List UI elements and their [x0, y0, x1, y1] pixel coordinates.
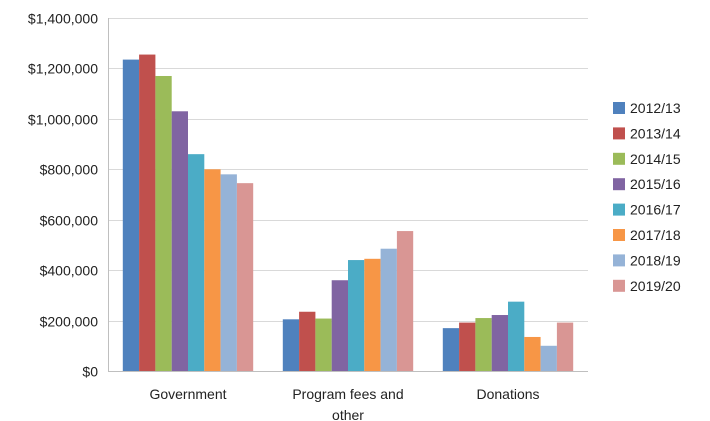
bar-2012-13-1 — [282, 319, 300, 371]
legend-label: 2014/15 — [630, 151, 681, 167]
bar-2014-15-2 — [475, 318, 492, 371]
bar-2012-13-0 — [122, 59, 140, 371]
legend-swatch — [613, 127, 625, 140]
legend-swatch — [613, 279, 625, 292]
y-tick-label: $1,000,000 — [28, 112, 98, 128]
legend-swatch — [613, 254, 625, 267]
category-label: Program fees and other — [292, 386, 403, 421]
legend-label: 2019/20 — [630, 278, 681, 294]
bar-2019-20-0 — [236, 183, 254, 371]
bar-2018-19-0 — [220, 174, 237, 371]
bar-2017-18-0 — [204, 169, 221, 371]
x-axis: Government Program fees and other Donations — [149, 386, 539, 421]
y-axis: $0 $200,000 $400,000 $600,000 $800,000 $1,000… — [28, 11, 109, 380]
legend-label: 2012/13 — [630, 100, 681, 116]
y-tick-label: $800,000 — [40, 162, 99, 178]
y-tick-label: $1,400,000 — [28, 11, 98, 27]
bars — [122, 54, 574, 372]
bar-2014-15-1 — [315, 318, 332, 371]
bar-2012-13-2 — [442, 328, 460, 371]
legend-label: 2016/17 — [630, 202, 681, 218]
y-tick-label: $600,000 — [40, 213, 99, 229]
legend-swatch — [613, 152, 625, 165]
legend-swatch — [613, 102, 625, 114]
bar-2018-19-1 — [380, 248, 397, 371]
y-tick-label: $200,000 — [40, 314, 99, 330]
legend-label: 2018/19 — [630, 252, 681, 268]
legend-label: 2015/16 — [630, 176, 681, 192]
bar-2016-17-1 — [348, 260, 365, 371]
legend-label: 2013/14 — [630, 125, 681, 141]
bar-2013-14-2 — [459, 322, 476, 371]
bar-2016-17-2 — [508, 301, 525, 371]
legend: 2012/13 2013/14 2014/15 2015/16 2016/17 2017/… — [613, 100, 681, 294]
bar-2019-20-1 — [396, 231, 414, 371]
bar-2013-14-1 — [299, 311, 316, 371]
bar-2014-15-0 — [155, 75, 172, 372]
legend-swatch — [613, 203, 625, 216]
category-label: Donations — [476, 386, 539, 402]
legend-label: 2017/18 — [630, 227, 681, 243]
bar-2019-20-2 — [556, 322, 574, 371]
bar-2015-16-0 — [171, 111, 188, 371]
legend-swatch — [613, 178, 625, 191]
category-label: Government — [149, 386, 226, 402]
bar-2018-19-2 — [540, 345, 557, 371]
legend-swatch — [613, 229, 625, 241]
y-tick-label: $1,200,000 — [28, 61, 98, 77]
bar-2016-17-0 — [188, 154, 205, 371]
bar-2015-16-2 — [491, 315, 508, 371]
bar-2013-14-0 — [139, 54, 156, 372]
y-tick-label: $400,000 — [40, 263, 99, 279]
bar-2015-16-1 — [331, 280, 348, 371]
bar-2017-18-2 — [524, 336, 541, 371]
bar-2017-18-1 — [364, 258, 381, 371]
y-tick-label: $0 — [82, 364, 98, 380]
